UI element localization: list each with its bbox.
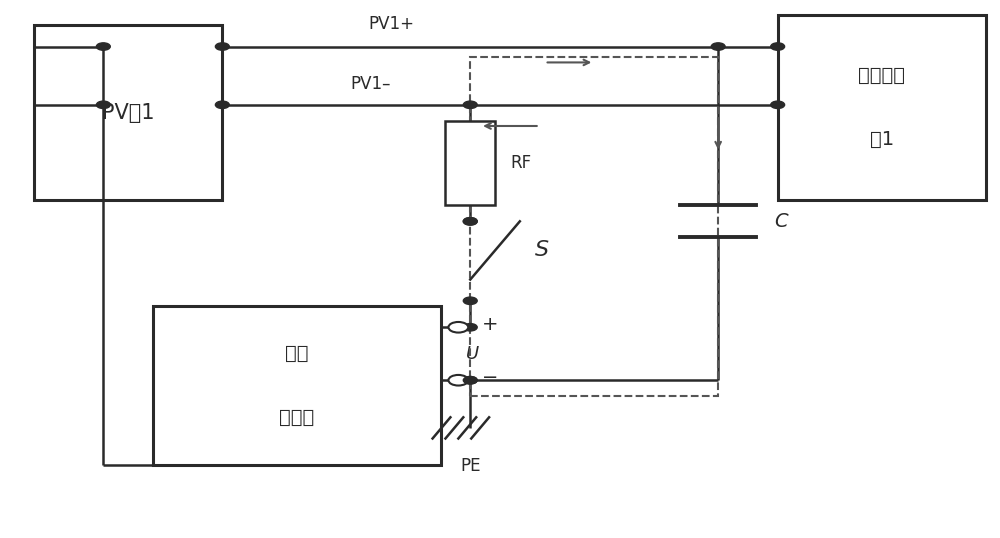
- Text: PV1+: PV1+: [368, 15, 414, 33]
- Bar: [34, 25, 222, 200]
- Circle shape: [463, 377, 477, 384]
- Circle shape: [463, 218, 477, 225]
- Bar: [470, 57, 718, 396]
- Circle shape: [448, 322, 468, 332]
- Text: 隔离: 隔离: [285, 344, 308, 363]
- Circle shape: [771, 101, 785, 109]
- Circle shape: [96, 101, 110, 109]
- Text: RF: RF: [510, 154, 531, 172]
- Bar: [778, 15, 986, 200]
- Circle shape: [463, 377, 477, 384]
- Text: 光伏逆变: 光伏逆变: [858, 66, 905, 85]
- Text: PE: PE: [460, 457, 480, 475]
- Circle shape: [96, 43, 110, 50]
- Text: +: +: [482, 315, 499, 334]
- Text: PV1–: PV1–: [351, 75, 391, 93]
- Text: 器1: 器1: [870, 130, 894, 148]
- Circle shape: [771, 43, 785, 50]
- Circle shape: [463, 101, 477, 109]
- Circle shape: [215, 101, 229, 109]
- Text: −: −: [482, 368, 499, 387]
- Text: S: S: [535, 240, 549, 260]
- Circle shape: [463, 297, 477, 305]
- Circle shape: [463, 323, 477, 331]
- Text: U: U: [466, 345, 479, 363]
- Text: 电压源: 电压源: [279, 408, 314, 427]
- Circle shape: [448, 375, 468, 386]
- Text: C: C: [774, 212, 787, 231]
- Circle shape: [215, 43, 229, 50]
- Circle shape: [463, 218, 477, 225]
- Text: PV源1: PV源1: [102, 103, 154, 123]
- Bar: [153, 306, 440, 465]
- Circle shape: [711, 43, 725, 50]
- Bar: [445, 121, 495, 206]
